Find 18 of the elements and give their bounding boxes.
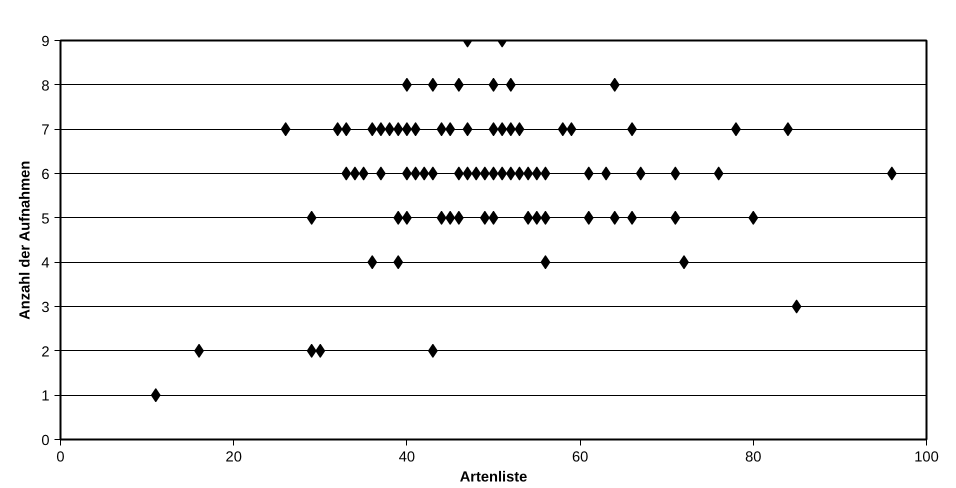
x-tick-label: 60	[572, 450, 588, 466]
x-tick-label: 100	[914, 450, 939, 466]
y-tick-label: 6	[41, 167, 50, 183]
x-tick-label: 0	[56, 450, 65, 466]
y-axis-title: Anzahl der Aufnahmen	[17, 160, 34, 320]
x-axis-title: Artenliste	[460, 470, 528, 486]
y-tick-label: 9	[41, 34, 50, 50]
y-tick-label: 8	[41, 78, 50, 94]
y-tick-label: 4	[41, 256, 50, 272]
y-tick-label: 0	[41, 433, 50, 449]
y-tick-label: 2	[41, 344, 50, 360]
x-tick-label: 40	[398, 450, 416, 466]
y-tick-label: 5	[41, 211, 50, 228]
y-tick-label: 7	[41, 122, 50, 139]
x-tick-label: 20	[226, 450, 242, 466]
y-tick-label: 1	[41, 388, 50, 405]
y-tick-label: 3	[41, 300, 50, 316]
x-tick-label: 80	[745, 450, 762, 466]
